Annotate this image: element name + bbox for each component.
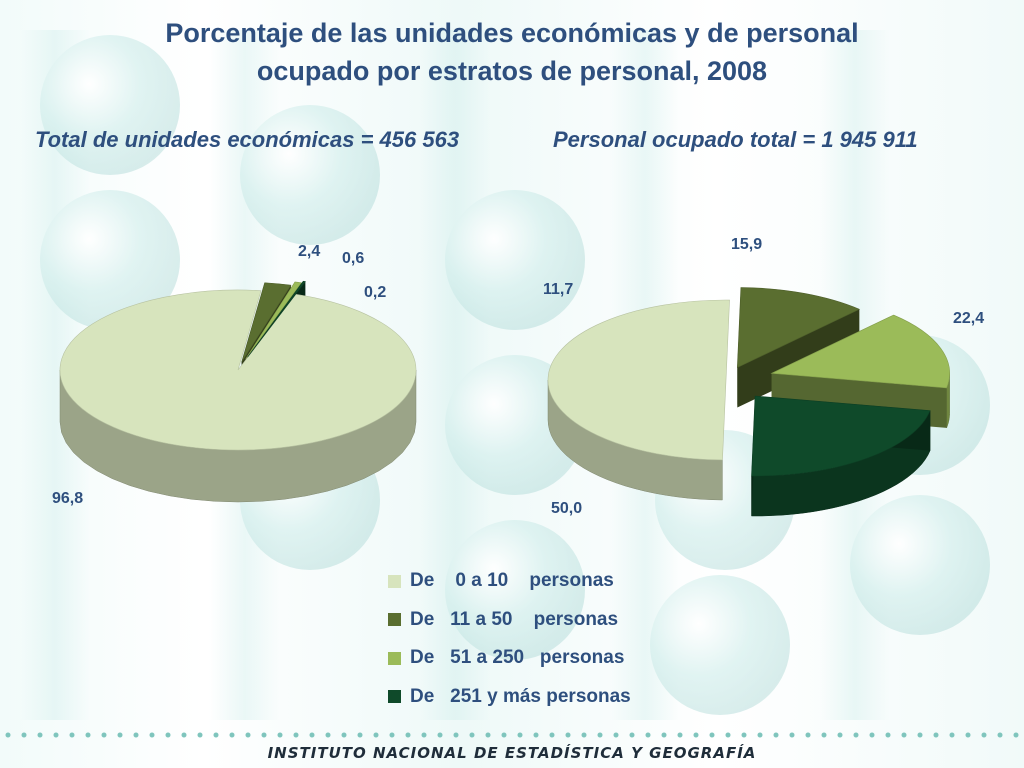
background-bubble: [650, 575, 790, 715]
pie-slice-1-1: [59, 289, 417, 451]
pie-chart-2: [547, 287, 950, 517]
page-title: Porcentaje de las unidades económicas y …: [0, 14, 1024, 90]
legend-item-11-50: De 11 a 50 personas: [388, 601, 631, 640]
background-bubble: [445, 190, 585, 330]
pie-slice-1-2: [241, 282, 292, 363]
background-bubble: [850, 495, 990, 635]
page-title-line-2: ocupado por estratos de personal, 2008: [256, 56, 768, 86]
chart-1-title: Total de unidades económicas = 456 563: [35, 127, 460, 152]
data-label: 11,7: [543, 281, 573, 298]
legend-swatch: [388, 613, 401, 627]
footer-institution: INSTITUTO NACIONAL DE ESTADÍSTICA Y GEOG…: [267, 744, 757, 762]
pie-slice-1-4: [247, 280, 306, 358]
pie-slice-1-3: [245, 281, 302, 360]
legend-label: De 51 a 250 personas: [410, 647, 625, 669]
legend-item-51-250: De 51 a 250 personas: [388, 639, 631, 678]
pie-slice-2-2: [737, 287, 861, 369]
background-bubble: [240, 105, 380, 245]
legend: De 0 a 10 personas De 11 a 50 personas D…: [388, 562, 631, 716]
legend-swatch: [388, 574, 401, 588]
footer-dotted-rule: [0, 730, 1024, 740]
background-bubble: [445, 520, 585, 660]
data-label: 22,4: [953, 310, 984, 327]
data-label: 0,2: [364, 284, 386, 301]
legend-label: De 0 a 10 personas: [410, 570, 614, 592]
pie-slice-2-1: [547, 299, 730, 461]
data-label: 96,8: [52, 490, 83, 507]
pie-slice-2-3: [770, 314, 950, 389]
legend-swatch: [388, 651, 401, 665]
legend-label: De 251 y más personas: [410, 685, 631, 707]
legend-item-0-10: De 0 a 10 personas: [388, 562, 631, 601]
data-label: 0,6: [342, 250, 364, 267]
data-label: 2,4: [298, 243, 320, 260]
pie-slice-2-4: [751, 395, 931, 477]
data-label: 50,0: [551, 500, 582, 517]
chart-2-title: Personal ocupado total = 1 945 911: [553, 127, 918, 152]
legend-label: De 11 a 50 personas: [410, 608, 619, 630]
background-bubble: [40, 35, 180, 175]
page-title-line-1: Porcentaje de las unidades económicas y …: [165, 18, 859, 48]
data-label: 15,9: [731, 236, 762, 253]
legend-item-251-plus: De 251 y más personas: [388, 678, 631, 717]
pie-chart-1: [59, 280, 417, 503]
legend-swatch: [388, 690, 401, 704]
pie-slice-wall: [737, 309, 860, 408]
